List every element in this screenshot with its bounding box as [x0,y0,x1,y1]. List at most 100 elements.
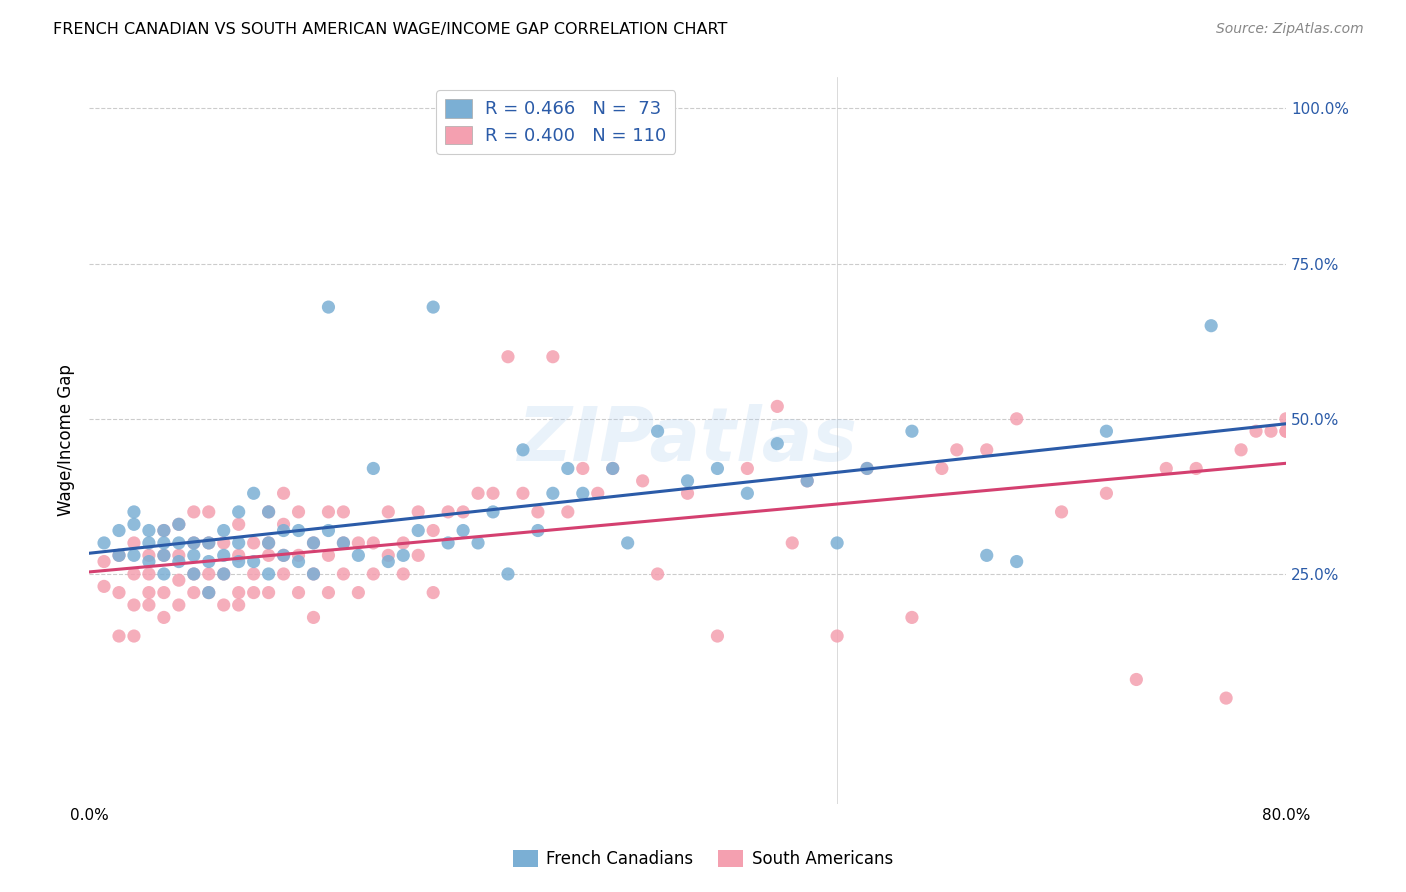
Point [602,461,624,475]
Point [541,350,564,364]
Point [167,517,190,532]
Point [183,549,205,563]
Point [796,474,818,488]
Point [197,566,219,581]
Point [931,461,953,475]
Point [437,505,460,519]
Point [676,486,699,500]
Point [228,585,250,599]
Point [332,536,354,550]
Point [167,598,190,612]
Point [287,505,309,519]
Point [212,549,235,563]
Point [1005,412,1028,426]
Point [212,536,235,550]
Point [1275,424,1298,438]
Point [183,505,205,519]
Point [122,566,145,581]
Point [856,461,879,475]
Point [197,585,219,599]
Point [946,442,969,457]
Point [976,549,998,563]
Point [318,524,340,538]
Point [302,536,325,550]
Point [197,555,219,569]
Point [363,566,385,581]
Point [183,585,205,599]
Point [228,517,250,532]
Point [647,424,669,438]
Point [167,517,190,532]
Point [302,536,325,550]
Point [273,486,295,500]
Point [706,461,728,475]
Point [108,629,131,643]
Point [392,536,415,550]
Point [557,505,579,519]
Point [93,579,115,593]
Point [332,536,354,550]
Point [228,549,250,563]
Point [183,566,205,581]
Point [496,350,519,364]
Point [451,505,474,519]
Point [287,585,309,599]
Point [257,505,280,519]
Point [153,610,176,624]
Point [153,549,176,563]
Point [363,461,385,475]
Point [392,549,415,563]
Point [273,549,295,563]
Point [167,549,190,563]
Point [302,610,325,624]
Point [108,585,131,599]
Point [796,474,818,488]
Point [242,585,264,599]
Point [257,536,280,550]
Point [392,566,415,581]
Point [363,536,385,550]
Point [825,629,848,643]
Point [153,524,176,538]
Point [138,566,160,581]
Point [287,555,309,569]
Point [1244,424,1267,438]
Point [377,555,399,569]
Point [153,524,176,538]
Point [586,486,609,500]
Point [183,536,205,550]
Point [482,486,505,500]
Point [1199,318,1222,333]
Point [212,566,235,581]
Point [212,566,235,581]
Point [422,585,444,599]
Point [318,585,340,599]
Point [467,536,489,550]
Point [197,585,219,599]
Point [1050,505,1073,519]
Point [242,566,264,581]
Point [122,536,145,550]
Point [571,461,593,475]
Point [1215,691,1237,706]
Point [242,555,264,569]
Point [197,536,219,550]
Point [780,536,803,550]
Point [766,400,789,414]
Point [1260,424,1282,438]
Point [228,505,250,519]
Point [1230,442,1253,457]
Point [901,610,924,624]
Point [422,300,444,314]
Point [167,536,190,550]
Point [93,536,115,550]
Point [212,524,235,538]
Point [257,549,280,563]
Point [1095,486,1118,500]
Point [122,549,145,563]
Point [108,549,131,563]
Point [138,524,160,538]
Point [451,524,474,538]
Legend: R = 0.466   N =  73, R = 0.400   N = 110: R = 0.466 N = 73, R = 0.400 N = 110 [436,90,675,154]
Point [138,549,160,563]
